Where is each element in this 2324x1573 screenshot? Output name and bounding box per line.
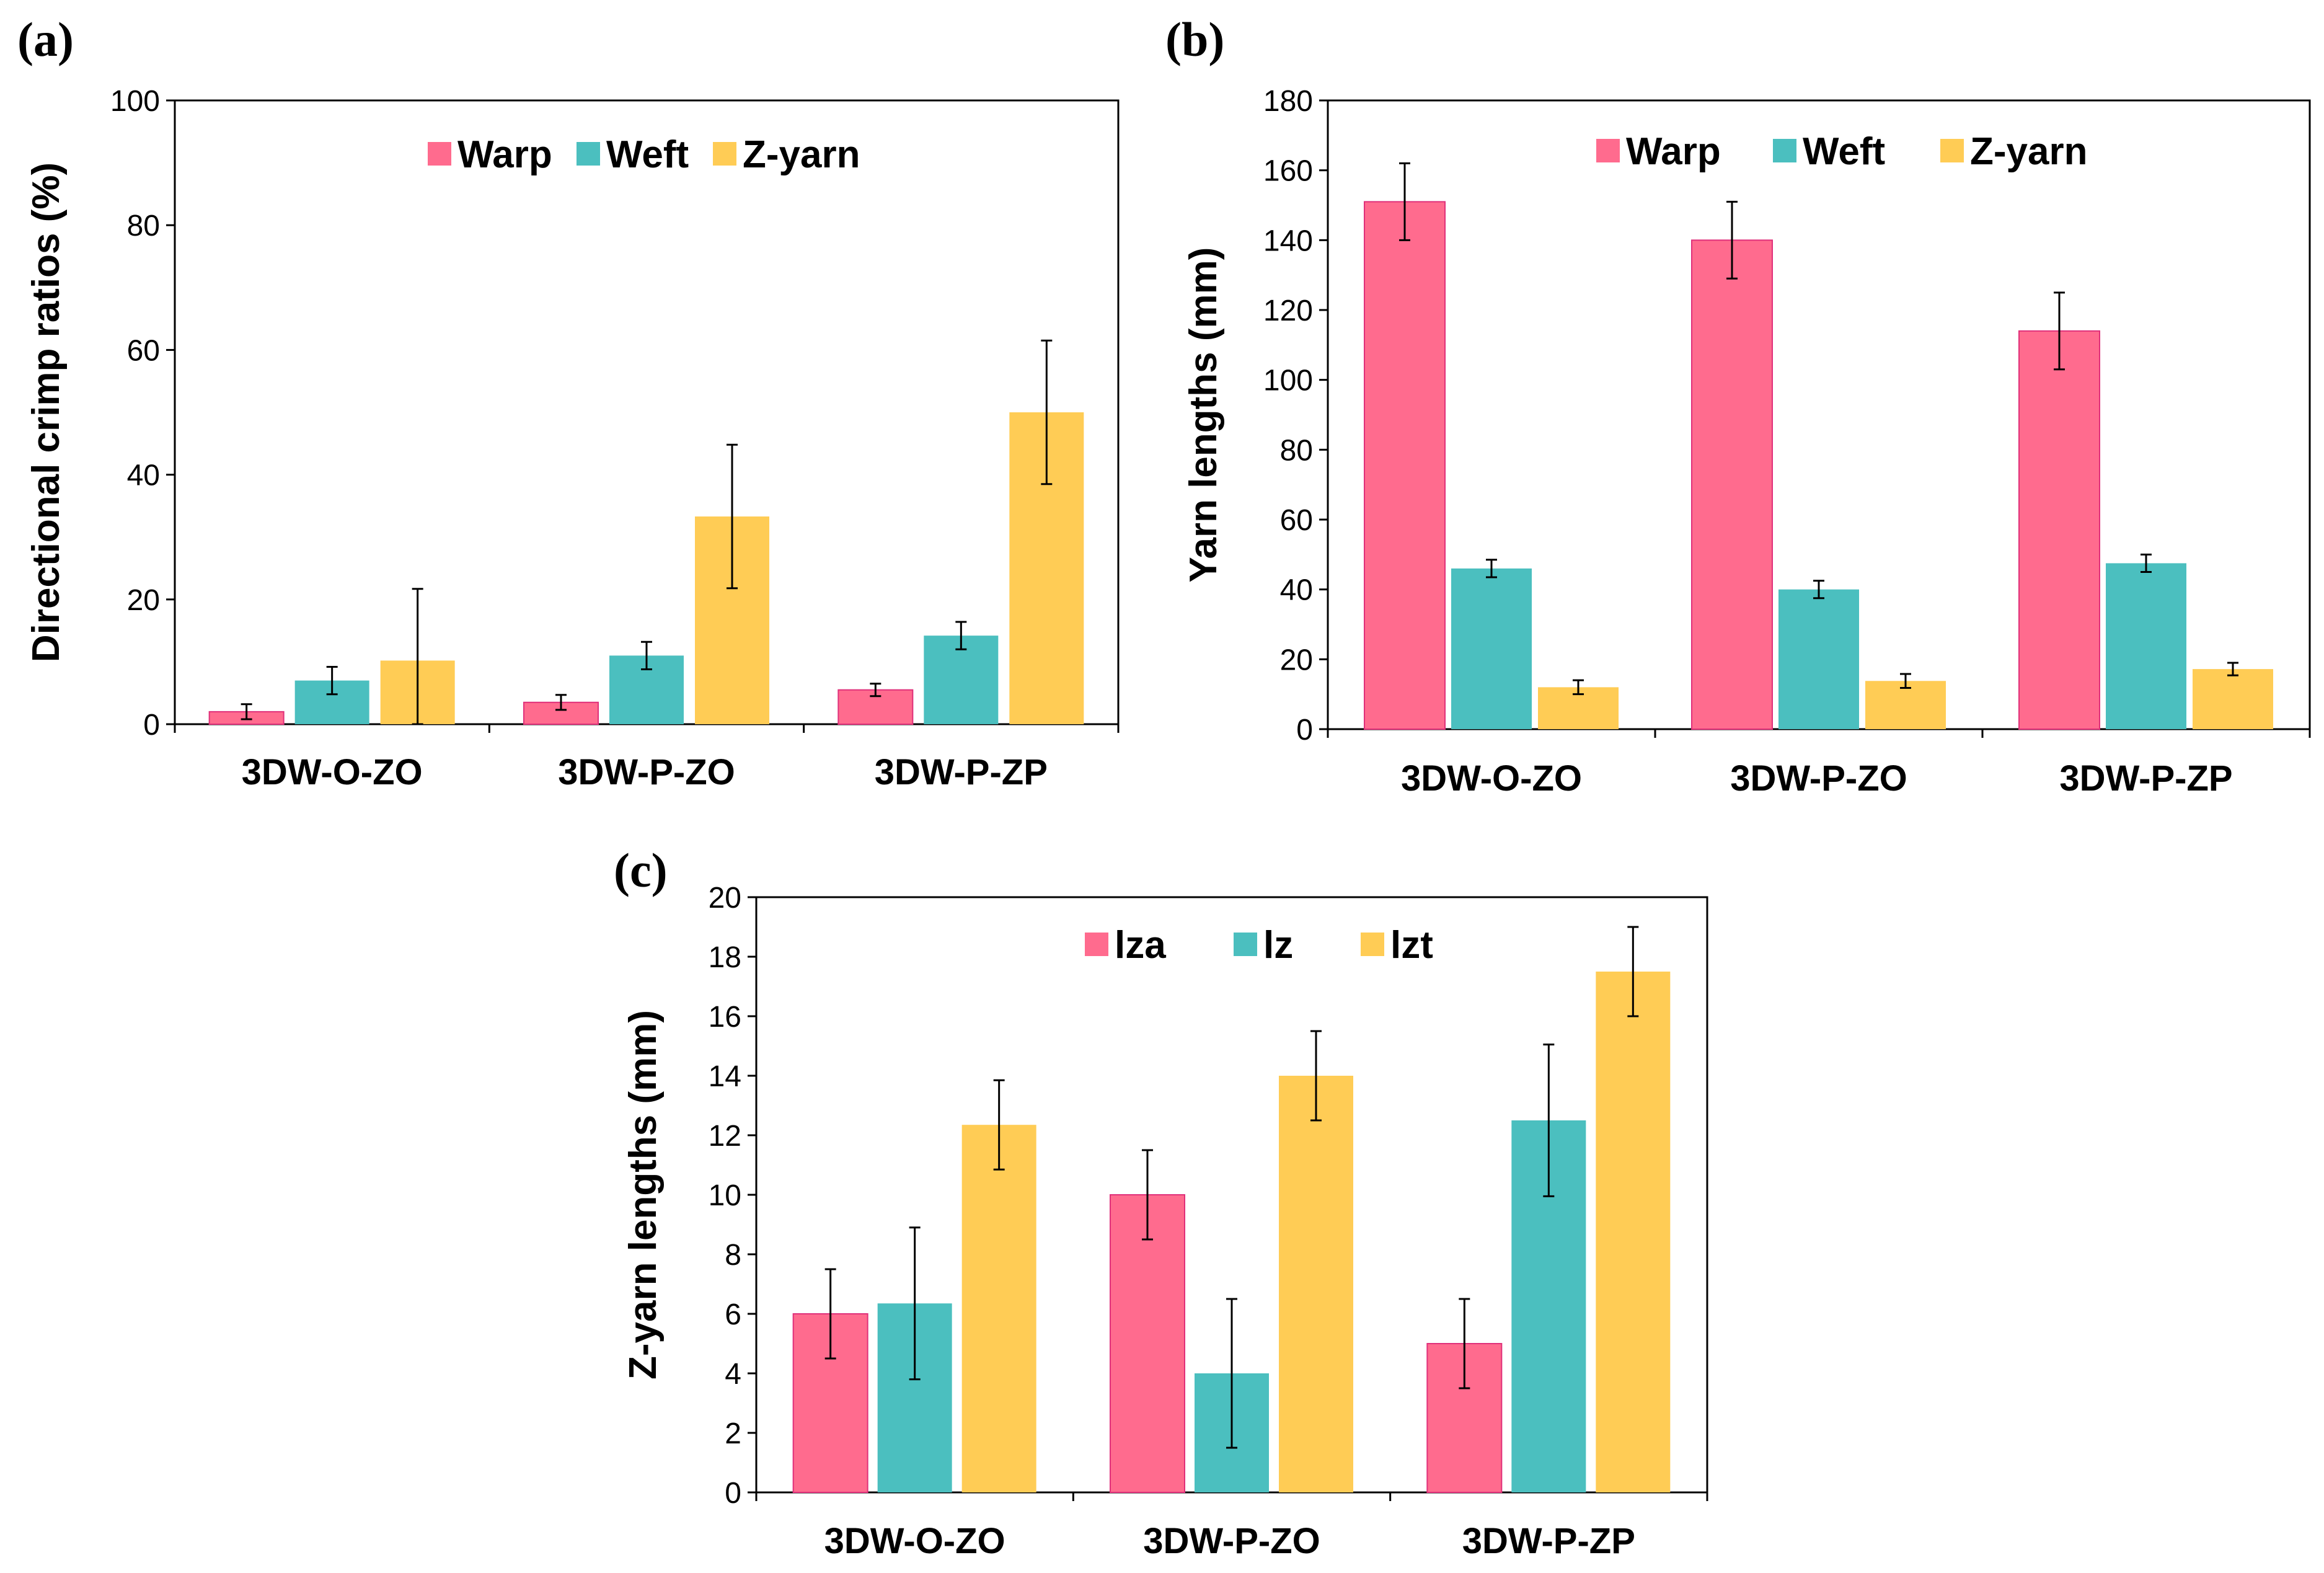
x-category-label: 3DW-P-ZP <box>875 752 1048 792</box>
y-tick-label: 80 <box>127 210 160 242</box>
y-tick-label: 180 <box>1263 85 1313 118</box>
bar-z-yarn-3dw-p-zp <box>2193 669 2273 729</box>
bar-warp-3dw-o-zo <box>1364 201 1446 730</box>
legend-swatch-weft <box>1773 139 1796 162</box>
y-axis-label: Z-yarn lengths (mm) <box>622 1010 665 1380</box>
bar-weft-3dw-p-zp <box>924 636 999 724</box>
y-tick-label: 40 <box>1280 574 1313 607</box>
y-tick-label: 140 <box>1263 224 1313 257</box>
x-category-label: 3DW-P-ZP <box>2059 758 2232 799</box>
y-tick-label: 120 <box>1263 295 1313 327</box>
y-tick-label: 20 <box>1280 644 1313 676</box>
bar-weft-3dw-o-zo <box>1451 568 1532 729</box>
y-tick-label: 18 <box>709 941 741 974</box>
y-tick-label: 40 <box>127 459 160 492</box>
x-category-label: 3DW-O-ZO <box>1401 758 1582 799</box>
x-category-label: 3DW-P-ZO <box>1730 758 1907 799</box>
bar-lzt-3dw-p-zo <box>1279 1076 1353 1492</box>
panel-label: (c) <box>614 843 668 897</box>
legend-label: Warp <box>1626 130 1721 173</box>
legend-label: lzt <box>1390 924 1433 967</box>
y-tick-label: 2 <box>725 1417 741 1450</box>
legend-swatch-warp <box>1596 139 1620 162</box>
bar-lzt-3dw-o-zo <box>961 1125 1036 1492</box>
legend-swatch-lz <box>1234 933 1257 956</box>
y-tick-label: 10 <box>709 1179 741 1212</box>
x-category-label: 3DW-O-ZO <box>824 1521 1005 1561</box>
y-tick-label: 80 <box>1280 434 1313 467</box>
y-tick-label: 8 <box>725 1239 741 1272</box>
y-tick-label: 12 <box>709 1120 741 1153</box>
panel-label: (b) <box>1165 12 1224 66</box>
y-tick-label: 60 <box>127 334 160 367</box>
bar-weft-3dw-p-zo <box>1778 589 1859 729</box>
y-tick-label: 0 <box>1296 714 1313 747</box>
y-tick-label: 20 <box>709 882 741 915</box>
legend-swatch-lzt <box>1361 933 1384 956</box>
x-category-label: 3DW-O-ZO <box>242 752 423 792</box>
legend-swatch-warp <box>428 142 451 166</box>
y-axis-label: Yarn lengths (mm) <box>1182 247 1225 583</box>
legend-swatch-z-yarn <box>713 142 736 166</box>
plot-frame <box>174 99 1120 725</box>
y-axis-label: Directional crimp ratios (%) <box>25 162 68 662</box>
legend-label: Weft <box>1803 130 1885 173</box>
legend-label: Z-yarn <box>743 133 860 176</box>
legend-label: Weft <box>606 133 689 176</box>
y-tick-label: 4 <box>725 1358 741 1391</box>
y-tick-label: 14 <box>709 1060 741 1093</box>
bar-weft-3dw-p-zp <box>2106 563 2186 729</box>
legend-label: lz <box>1263 924 1293 967</box>
legend-swatch-z-yarn <box>1940 139 1964 162</box>
panel-c: (c) 0 2 4 6 8 10 12 14 16 18 20 Z-yarn lengths (mm) 3… <box>614 843 1708 1561</box>
bar-lza-3dw-p-zo <box>1110 1194 1185 1493</box>
y-tick-label: 160 <box>1263 155 1313 188</box>
bar-warp-3dw-p-zo <box>1691 239 1773 730</box>
x-category-label: 3DW-P-ZP <box>1462 1521 1635 1561</box>
y-tick-label: 0 <box>725 1477 741 1510</box>
y-tick-label: 0 <box>143 709 160 742</box>
legend-label: Warp <box>457 133 552 176</box>
y-tick-label: 20 <box>127 584 160 617</box>
y-tick-label: 6 <box>725 1298 741 1331</box>
y-tick-label: 100 <box>1263 365 1313 397</box>
legend-swatch-weft <box>577 142 600 166</box>
bar-lzt-3dw-p-zp <box>1596 972 1671 1492</box>
panel-label: (a) <box>17 12 74 66</box>
panel-b: (b) 0 20 40 60 80 100 120 140 160 180 Yarn lengths … <box>1165 12 2311 799</box>
x-category-label: 3DW-P-ZO <box>1143 1521 1320 1561</box>
bar-warp-3dw-p-zp <box>2018 330 2100 730</box>
legend-label: lza <box>1115 924 1166 967</box>
panel-a: (a) 0 20 40 60 80 100 Directional crimp ratios … <box>17 12 1120 792</box>
y-tick-label: 60 <box>1280 504 1313 537</box>
y-tick-label: 16 <box>709 1001 741 1034</box>
x-category-label: 3DW-P-ZO <box>558 752 735 792</box>
bar-z-yarn-3dw-p-zo <box>1865 681 1946 729</box>
y-tick-label: 100 <box>110 85 160 118</box>
legend-swatch-lza <box>1085 933 1108 956</box>
legend-label: Z-yarn <box>1970 130 2087 173</box>
